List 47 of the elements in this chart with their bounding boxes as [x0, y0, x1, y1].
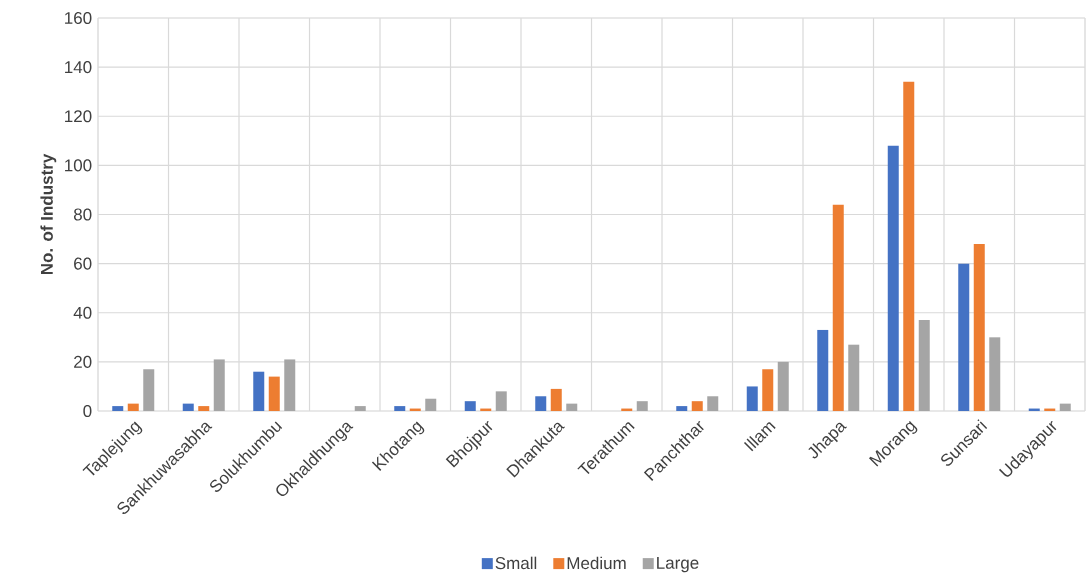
bar — [425, 398, 437, 412]
bar — [213, 359, 225, 412]
bar — [691, 401, 703, 412]
bar — [989, 337, 1001, 412]
y-tick-label: 0 — [83, 405, 92, 418]
y-tick-label: 60 — [74, 257, 92, 270]
bar — [777, 362, 789, 412]
y-tick-label: 20 — [74, 356, 92, 369]
bar — [918, 320, 930, 412]
bar — [746, 386, 758, 412]
bar — [394, 406, 406, 412]
y-axis-title: No. of Industry — [40, 154, 57, 275]
bar — [887, 145, 899, 412]
y-tick-label: 80 — [73, 208, 92, 221]
bar — [354, 406, 366, 412]
bar — [268, 376, 280, 412]
y-tick-label: 120 — [65, 110, 92, 123]
bar — [198, 406, 210, 412]
bar — [284, 359, 296, 412]
y-tick-label: 160 — [65, 12, 92, 25]
bar — [550, 389, 562, 412]
bar — [832, 204, 844, 412]
bar — [112, 406, 124, 412]
y-tick-label: 140 — [65, 61, 92, 74]
bar — [143, 369, 155, 412]
legend-label: Small — [495, 556, 537, 570]
bar — [903, 82, 915, 412]
bar — [707, 396, 719, 412]
bar — [848, 344, 860, 412]
bar — [762, 369, 774, 412]
bar — [958, 263, 970, 412]
bar — [535, 396, 547, 412]
bar — [253, 371, 265, 412]
legend-label: Medium — [567, 556, 626, 570]
bar — [973, 244, 985, 412]
legend-label: Large — [657, 557, 699, 573]
y-tick-label: 40 — [73, 306, 92, 320]
bar — [566, 403, 578, 412]
y-tick-label: 100 — [65, 159, 92, 172]
bar — [495, 391, 507, 412]
bar — [817, 330, 829, 412]
bar — [676, 406, 688, 412]
bar — [636, 401, 648, 412]
bar — [127, 403, 139, 412]
bar — [464, 401, 476, 412]
bar — [1059, 403, 1071, 412]
bar — [182, 403, 194, 412]
